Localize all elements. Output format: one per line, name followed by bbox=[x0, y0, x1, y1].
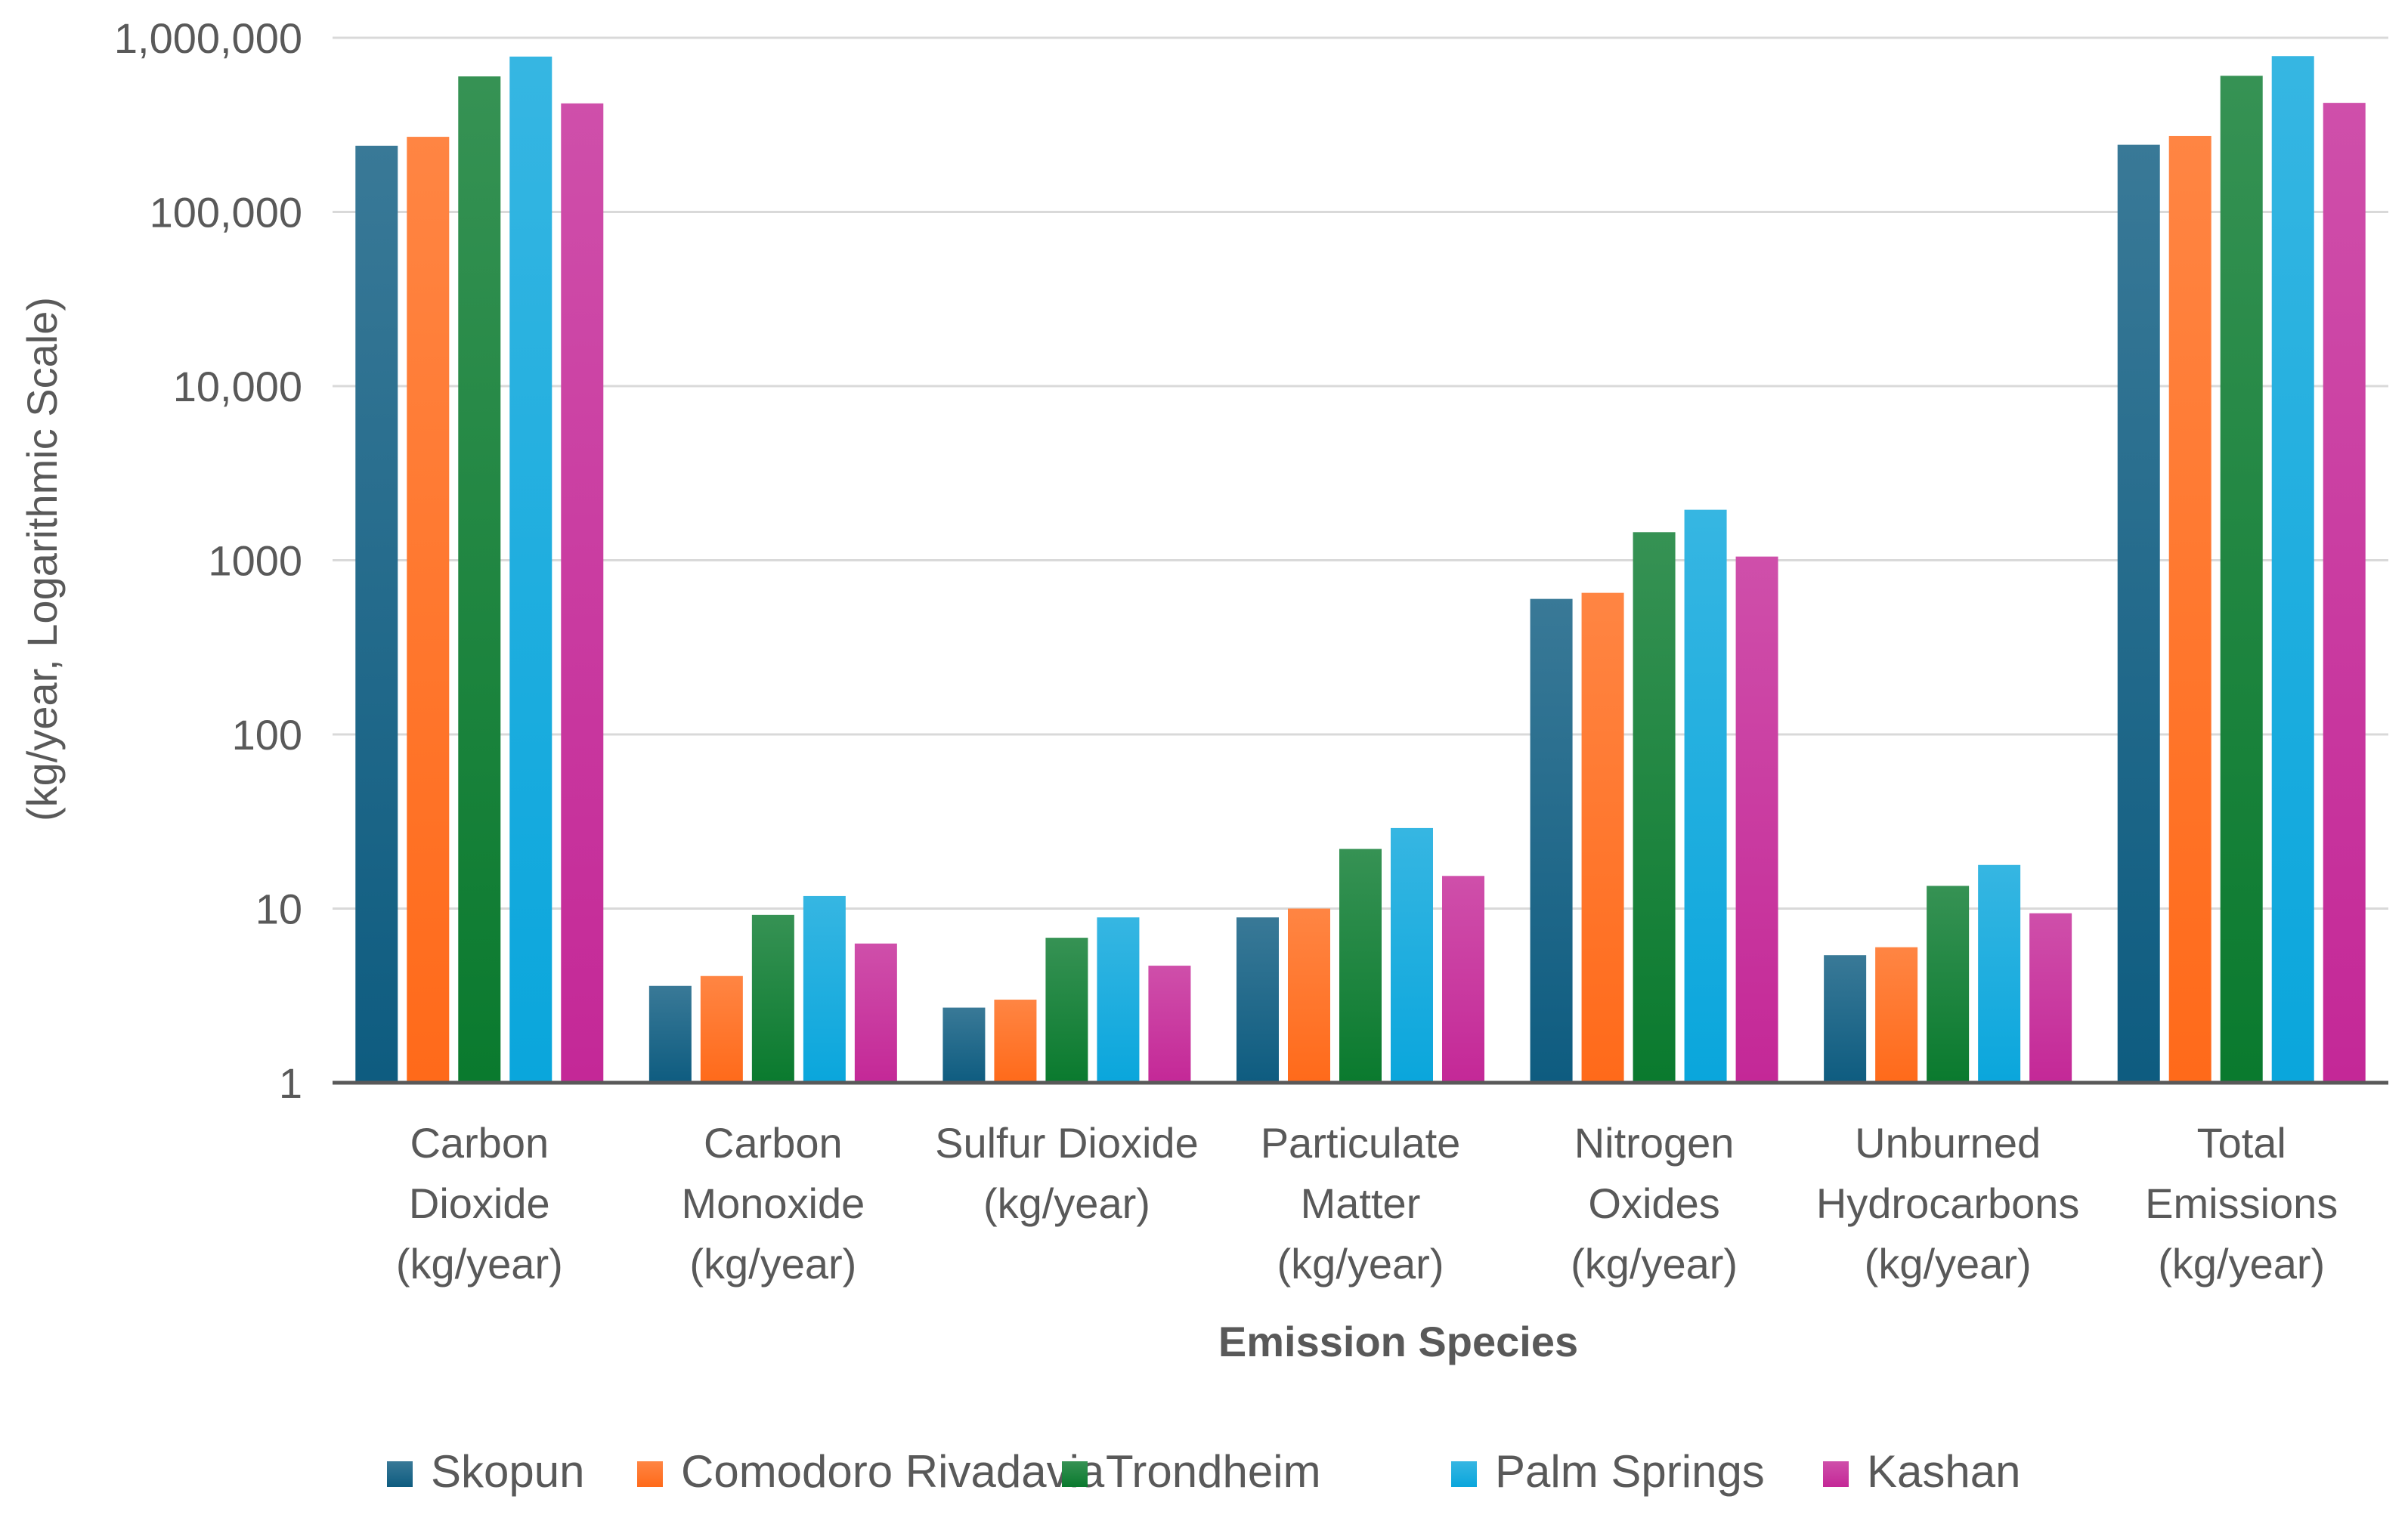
bar-palm-springs bbox=[2271, 56, 2314, 1083]
y-tick-label: 10 bbox=[255, 886, 302, 933]
bar-skopun bbox=[1530, 598, 1573, 1083]
x-category-label-line: Emissions bbox=[2145, 1179, 2338, 1227]
bar-skopun bbox=[355, 145, 398, 1083]
y-axis-title: (kg/year, Logarithmic Scale) bbox=[18, 297, 66, 821]
x-category-label: Unburned Hydrocarbons (kg/year) bbox=[1816, 1119, 2080, 1288]
x-category-label-line: (kg/year) bbox=[1277, 1240, 1444, 1288]
bar-trondheim bbox=[751, 914, 794, 1083]
x-category-label: Total Emissions (kg/year) bbox=[2145, 1119, 2338, 1288]
x-category-label-line: Carbon bbox=[410, 1119, 549, 1167]
x-category-label-line: Total bbox=[2197, 1119, 2286, 1167]
legend-label-trondheim: Trondheim bbox=[1106, 1446, 1321, 1497]
legend: Skopun Comodoro Rivadavia Trondheim Palm Sp… bbox=[387, 1446, 2021, 1497]
y-tick-label: 100 bbox=[232, 711, 302, 759]
bar-comodoro-rivadavia bbox=[1288, 908, 1330, 1083]
x-category-label: Carbon Dioxide (kg/year) bbox=[396, 1119, 563, 1288]
bar-trondheim bbox=[458, 76, 501, 1083]
legend-label-skopun: Skopun bbox=[431, 1446, 585, 1497]
x-category-label-line: Dioxide bbox=[409, 1179, 550, 1227]
x-category-label-line: Particulate bbox=[1261, 1119, 1461, 1167]
bar-comodoro-rivadavia bbox=[407, 137, 450, 1083]
legend-swatch-skopun bbox=[387, 1461, 413, 1487]
legend-swatch-comodoro-rivadavia bbox=[637, 1461, 663, 1487]
y-tick-label: 10,000 bbox=[173, 363, 302, 410]
y-tick-label: 100,000 bbox=[150, 189, 302, 236]
bars bbox=[355, 56, 2366, 1083]
bar-skopun bbox=[648, 985, 692, 1083]
bar-kashan bbox=[2029, 913, 2072, 1083]
bar-skopun bbox=[942, 1007, 986, 1083]
x-category-label-line: (kg/year) bbox=[2158, 1240, 2325, 1288]
x-category-label-line: (kg/year) bbox=[983, 1179, 1150, 1227]
bar-palm-springs bbox=[509, 56, 552, 1083]
gridlines bbox=[333, 36, 2388, 910]
x-category-label-line: (kg/year) bbox=[1865, 1240, 2032, 1288]
x-category-label-line: Unburned bbox=[1855, 1119, 2041, 1167]
x-category-label: Nitrogen Oxides (kg/year) bbox=[1571, 1119, 1738, 1288]
x-category-label-line: Monoxide bbox=[681, 1179, 865, 1227]
bar-palm-springs bbox=[1978, 864, 2021, 1083]
legend-label-palm-springs: Palm Springs bbox=[1495, 1446, 1765, 1497]
bar-comodoro-rivadavia bbox=[1875, 947, 1918, 1083]
bar-comodoro-rivadavia bbox=[994, 1000, 1037, 1083]
bar-trondheim bbox=[2220, 76, 2263, 1083]
x-axis-title: Emission Species bbox=[1218, 1318, 1578, 1365]
bar-skopun bbox=[2117, 144, 2160, 1083]
bar-kashan bbox=[561, 103, 604, 1083]
x-category-label-line: Hydrocarbons bbox=[1816, 1179, 2080, 1227]
x-category-label-line: Matter bbox=[1301, 1179, 1421, 1227]
x-category-label: Carbon Monoxide (kg/year) bbox=[681, 1119, 865, 1288]
bar-kashan bbox=[1735, 556, 1778, 1083]
bar-palm-springs bbox=[1097, 917, 1140, 1083]
bar-trondheim bbox=[1633, 532, 1676, 1083]
x-category-label-line: Carbon bbox=[704, 1119, 843, 1167]
bar-palm-springs bbox=[1391, 827, 1433, 1083]
x-category-label-line: (kg/year) bbox=[689, 1240, 856, 1288]
bar-palm-springs bbox=[803, 895, 846, 1083]
legend-swatch-palm-springs bbox=[1451, 1461, 1477, 1487]
x-category-label-line: (kg/year) bbox=[396, 1240, 563, 1288]
bar-trondheim bbox=[1927, 886, 1970, 1083]
x-category-label: Particulate Matter (kg/year) bbox=[1261, 1119, 1461, 1288]
bar-skopun bbox=[1824, 955, 1867, 1083]
legend-label-comodoro-rivadavia: Comodoro Rivadavia bbox=[681, 1446, 1105, 1497]
x-category-label-line: (kg/year) bbox=[1571, 1240, 1738, 1288]
bar-comodoro-rivadavia bbox=[700, 975, 743, 1083]
legend-swatch-trondheim bbox=[1062, 1461, 1088, 1487]
bar-skopun bbox=[1236, 917, 1279, 1083]
bar-comodoro-rivadavia bbox=[2168, 135, 2211, 1083]
x-category-label-line: Oxides bbox=[1588, 1179, 1719, 1227]
y-tick-label: 1 bbox=[279, 1059, 302, 1107]
bar-trondheim bbox=[1045, 938, 1088, 1083]
x-category-label-line: Nitrogen bbox=[1574, 1119, 1735, 1167]
bar-kashan bbox=[854, 943, 897, 1083]
bar-trondheim bbox=[1339, 849, 1382, 1083]
x-category-label: Sulfur Dioxide (kg/year) bbox=[935, 1119, 1199, 1227]
x-category-label-line: Sulfur Dioxide bbox=[935, 1119, 1199, 1167]
bar-kashan bbox=[2323, 103, 2366, 1083]
labels: 1 10 100 1000 10,000 100,000 1,000,000 Carbon Di… bbox=[18, 14, 2338, 1365]
y-tick-label: 1,000,000 bbox=[114, 14, 302, 62]
y-tick-label: 1000 bbox=[208, 537, 302, 585]
legend-label-kashan: Kashan bbox=[1867, 1446, 2021, 1497]
bar-kashan bbox=[1442, 876, 1484, 1083]
bar-kashan bbox=[1148, 966, 1191, 1083]
bar-palm-springs bbox=[1684, 509, 1727, 1083]
bar-comodoro-rivadavia bbox=[1581, 592, 1624, 1083]
legend-swatch-kashan bbox=[1823, 1461, 1849, 1487]
